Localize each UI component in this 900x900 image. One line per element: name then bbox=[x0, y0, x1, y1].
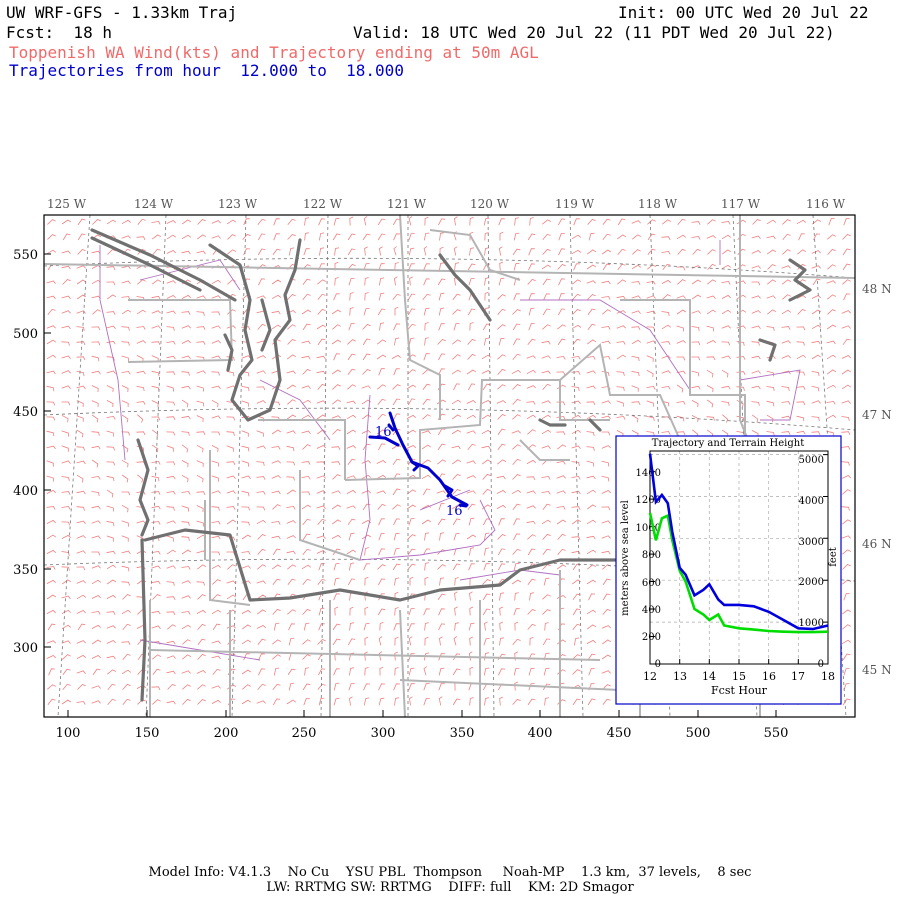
inset-left-tick: 1400 bbox=[636, 468, 661, 479]
y-tick: 300 bbox=[13, 641, 38, 656]
init-time: Init: 00 UTC Wed 20 Jul 22 bbox=[618, 3, 869, 22]
inset-right-tick: 3000 bbox=[799, 537, 824, 548]
x-grid-ticks: 100 150 200 250 300 350 400 450 500 550 bbox=[56, 726, 789, 741]
inset-x-tick: 12 bbox=[643, 670, 657, 683]
x-tick: 150 bbox=[135, 726, 160, 741]
inset-x-tick: 18 bbox=[821, 670, 835, 683]
x-tick: 100 bbox=[56, 726, 81, 741]
y-grid-ticks: 550 500 450 400 350 300 bbox=[13, 248, 38, 656]
inset-left-tick: 1200 bbox=[636, 495, 661, 506]
lon-label: 125 W bbox=[47, 197, 87, 211]
inset-left-tick: 200 bbox=[642, 632, 661, 643]
x-tick: 400 bbox=[528, 726, 553, 741]
lon-label: 118 W bbox=[638, 197, 678, 211]
inset-left-tick: 400 bbox=[642, 605, 661, 616]
y-tick: 350 bbox=[13, 563, 38, 578]
latitude-labels: 48 N 47 N 46 N 45 N bbox=[862, 282, 892, 677]
y-tick: 500 bbox=[13, 327, 38, 342]
forecast-hour: Fcst: 18 h bbox=[6, 23, 112, 42]
inset-x-tick: 14 bbox=[702, 670, 716, 683]
inset-right-ticks: 0 1000 2000 3000 4000 5000 bbox=[799, 455, 824, 670]
frame-ticks bbox=[44, 253, 777, 717]
y-tick: 450 bbox=[13, 405, 38, 420]
inset-ylabel-left: meters above sea level bbox=[620, 500, 631, 616]
x-tick: 250 bbox=[292, 726, 317, 741]
lat-label: 45 N bbox=[862, 663, 892, 677]
lat-label: 48 N bbox=[862, 282, 892, 296]
inset-right-tick: 0 bbox=[818, 659, 824, 670]
lon-label: 116 W bbox=[806, 197, 846, 211]
lat-label: 46 N bbox=[862, 537, 892, 551]
inset-left-ticks: 0 200 400 600 800 1000 1200 1400 bbox=[636, 468, 661, 670]
model-info-line2: LW: RRTMG SW: RRTMG DIFF: full KM: 2D Sm… bbox=[266, 880, 634, 895]
trajectory-end-label: 16 bbox=[446, 504, 463, 519]
trajectory-path bbox=[368, 411, 469, 508]
lon-label: 122 W bbox=[303, 197, 343, 211]
inset-chart: Trajectory and Terrain Height 0 200 400 … bbox=[615, 435, 842, 705]
trajectory-range: Trajectories from hour 12.000 to 18.000 bbox=[9, 61, 404, 80]
inset-x-tick: 15 bbox=[732, 670, 746, 683]
lon-label: 121 W bbox=[387, 197, 427, 211]
x-tick: 500 bbox=[686, 726, 711, 741]
terrain-height-line bbox=[648, 512, 829, 634]
x-tick: 350 bbox=[450, 726, 475, 741]
inset-right-tick: 5000 bbox=[799, 455, 824, 466]
lon-label: 120 W bbox=[470, 197, 510, 211]
lon-label: 124 W bbox=[134, 197, 174, 211]
inset-left-tick: 0 bbox=[655, 659, 661, 670]
map-subtitle: Toppenish WA Wind(kts) and Trajectory en… bbox=[9, 43, 539, 62]
inset-left-tick: 600 bbox=[642, 578, 661, 589]
x-tick: 550 bbox=[764, 726, 789, 741]
inset-x-tick: 17 bbox=[791, 670, 805, 683]
trajectory-height-line bbox=[648, 453, 829, 631]
y-tick: 400 bbox=[13, 484, 38, 499]
inset-x-tick: 16 bbox=[762, 670, 776, 683]
inset-right-tick: 1000 bbox=[799, 618, 824, 629]
x-tick: 300 bbox=[371, 726, 396, 741]
trajectory-start-label: 16 bbox=[375, 425, 392, 440]
inset-right-tick: 4000 bbox=[799, 496, 824, 507]
inset-left-tick: 800 bbox=[642, 550, 661, 561]
inset-xlabel: Fcst Hour bbox=[711, 684, 768, 697]
model-info-line1: Model Info: V4.1.3 No Cu YSU PBL Thompso… bbox=[148, 865, 752, 880]
lat-label: 47 N bbox=[862, 408, 892, 422]
state-boundaries bbox=[44, 215, 855, 717]
inset-title: Trajectory and Terrain Height bbox=[652, 438, 805, 449]
lon-label: 123 W bbox=[218, 197, 258, 211]
x-tick: 200 bbox=[214, 726, 239, 741]
map-frame bbox=[43, 214, 856, 718]
inset-left-tick: 1000 bbox=[636, 523, 661, 534]
county-lines bbox=[99, 240, 801, 661]
lon-label: 119 W bbox=[555, 197, 595, 211]
valid-time: Valid: 18 UTC Wed 20 Jul 22 (11 PDT Wed … bbox=[353, 23, 835, 42]
x-tick: 450 bbox=[607, 726, 632, 741]
inset-x-tick: 13 bbox=[673, 670, 687, 683]
inset-right-tick: 2000 bbox=[799, 577, 824, 588]
model-title: UW WRF-GFS - 1.33km Traj bbox=[6, 3, 238, 22]
inset-x-ticks: 12 13 14 15 16 17 18 bbox=[643, 670, 835, 683]
lon-label: 117 W bbox=[721, 197, 761, 211]
y-tick: 550 bbox=[13, 248, 38, 263]
frame-tick-marks bbox=[44, 253, 777, 717]
inset-ylabel-right: feet bbox=[828, 547, 839, 567]
longitude-labels: 125 W 124 W 123 W 122 W 121 W 120 W 119 … bbox=[47, 197, 846, 211]
